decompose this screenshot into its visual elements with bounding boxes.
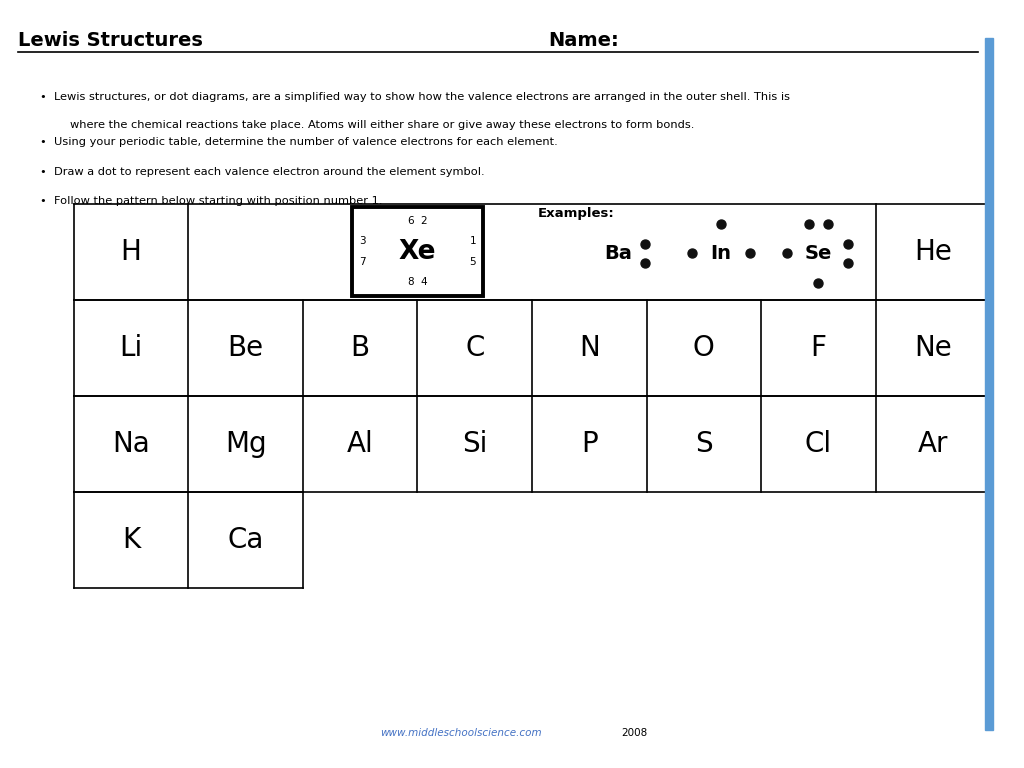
Text: O: O [693,333,715,362]
Text: Name:: Name: [548,31,618,50]
Point [820,218,837,230]
Text: Li: Li [120,333,142,362]
Text: Si: Si [462,429,487,458]
Text: 6: 6 [408,216,415,226]
Text: S: S [695,429,713,458]
Text: Follow the pattern below starting with position number 1.: Follow the pattern below starting with p… [54,196,383,206]
Text: Using your periodic table, determine the number of valence electrons for each el: Using your periodic table, determine the… [54,137,558,147]
Point [713,218,729,230]
Text: 5: 5 [469,257,476,267]
Text: 2: 2 [421,216,427,226]
Text: Na: Na [113,429,150,458]
Point [742,247,759,260]
Bar [985,38,993,730]
Point [840,237,856,250]
Point [779,247,796,260]
Bar [351,207,483,296]
Text: 8: 8 [408,277,415,287]
Point [840,257,856,270]
Text: 1: 1 [469,236,476,246]
Text: www.middleschoolscience.com: www.middleschoolscience.com [380,728,542,739]
Text: 4: 4 [421,277,427,287]
Text: P: P [581,429,598,458]
Text: Be: Be [227,333,263,362]
Point [637,257,653,270]
Text: Se: Se [805,244,833,263]
Text: Mg: Mg [224,429,266,458]
Text: Lewis structures, or dot diagrams, are a simplified way to show how the valence : Lewis structures, or dot diagrams, are a… [54,92,791,102]
Text: 2008: 2008 [622,728,647,739]
Text: Ca: Ca [227,525,264,554]
Text: •: • [39,92,46,102]
Text: Ar: Ar [918,429,948,458]
Text: In: In [711,244,731,263]
Text: •: • [39,196,46,206]
Text: H: H [121,237,141,266]
Point [801,218,817,230]
Text: Ba: Ba [604,244,632,263]
Text: Cl: Cl [805,429,831,458]
Point [810,276,826,289]
Text: Ne: Ne [914,333,951,362]
Text: •: • [39,167,46,177]
Text: B: B [350,333,370,362]
Text: 7: 7 [358,257,366,267]
Text: 3: 3 [358,236,366,246]
Text: •: • [39,137,46,147]
Text: F: F [810,333,826,362]
Text: He: He [914,237,952,266]
Text: N: N [579,333,600,362]
Point [637,237,653,250]
Text: Examples:: Examples: [538,207,614,220]
Text: Xe: Xe [398,239,436,264]
Text: Lewis Structures: Lewis Structures [18,31,204,50]
Text: Draw a dot to represent each valence electron around the element symbol.: Draw a dot to represent each valence ele… [54,167,485,177]
Text: Al: Al [347,429,374,458]
Text: C: C [465,333,484,362]
Text: K: K [122,525,140,554]
Point [684,247,700,260]
Text: where the chemical reactions take place. Atoms will either share or give away th: where the chemical reactions take place.… [70,120,694,130]
